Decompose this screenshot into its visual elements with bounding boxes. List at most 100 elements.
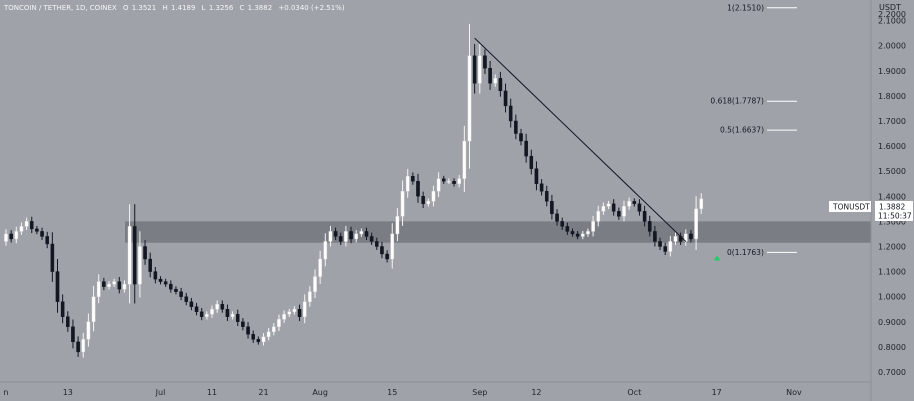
candle-body [261, 336, 266, 343]
candle-115 [591, 215, 595, 237]
price-axis-tick-label: 1.3000 [878, 217, 906, 226]
symbol-tag-label: TONUSDT [832, 203, 870, 212]
bounce-arrow-icon [713, 255, 721, 261]
candle-body [81, 339, 86, 353]
candle-49 [251, 330, 256, 343]
candle-body [302, 301, 307, 317]
candle-body [581, 233, 585, 237]
candle-body [174, 288, 178, 292]
candle-42 [215, 300, 219, 313]
candle-body [441, 178, 446, 182]
candle-body [544, 191, 549, 202]
candle-body [112, 281, 116, 285]
candle-73 [375, 237, 379, 250]
fib-level-label: 0(1.1763) [727, 248, 764, 257]
candle-body [462, 140, 467, 179]
candle-body [431, 191, 436, 202]
candle-19 [96, 274, 101, 304]
candle-body [611, 203, 616, 212]
candle-body [91, 296, 96, 322]
symbol-legend[interactable]: TONCOIN / TETHER, 1D, COINEX O 1.3521 H … [3, 4, 345, 12]
candle-131 [673, 232, 678, 245]
candle-11 [55, 259, 60, 313]
candle-body [411, 175, 415, 182]
candle-body [76, 341, 80, 353]
ohlc-close-label: C [240, 4, 245, 12]
candle-135 [694, 196, 698, 250]
candle-body [400, 191, 405, 217]
candle-body [230, 314, 235, 317]
descending-trendline[interactable] [474, 37, 687, 242]
candle-body [354, 233, 359, 240]
candle-126 [647, 215, 652, 237]
price-axis-tick-label: 0.8000 [878, 343, 906, 352]
candle-body [668, 241, 673, 252]
candle-91 [467, 23, 472, 169]
candle-body [24, 221, 29, 227]
candle-8 [40, 227, 44, 240]
candle-body [617, 211, 621, 217]
candle-body [637, 203, 642, 212]
candle-body [596, 211, 601, 222]
candle-body [246, 326, 250, 335]
candle-81 [416, 173, 420, 203]
candle-body [338, 236, 343, 242]
candle-54 [277, 314, 281, 332]
candle-98 [503, 83, 508, 113]
candle-body [426, 201, 431, 205]
candle-76 [390, 223, 395, 269]
candle-body [45, 236, 49, 245]
current-price-tag[interactable]: TONUSDT 1.3882 11:50:37 [829, 201, 913, 221]
candle-106 [544, 185, 549, 207]
price-axis-tick-label: 2.2000 [878, 10, 906, 19]
candle-body [277, 319, 281, 327]
candle-33 [168, 280, 173, 293]
candle-body [689, 233, 693, 240]
candle-body [65, 316, 70, 327]
time-axis-tick-label: n [3, 388, 8, 397]
ohlc-open-value: 1.3521 [132, 4, 157, 12]
candle-112 [575, 231, 580, 240]
candle-body [86, 321, 91, 340]
candle-body [127, 226, 132, 285]
candle-116 [596, 205, 601, 227]
candle-body [29, 221, 34, 230]
candle-105 [539, 179, 544, 196]
price-axis-tick-label: 2.1000 [878, 17, 906, 26]
price-tag-box [875, 201, 913, 221]
price-axis-tick-label: 1.5000 [878, 167, 906, 176]
candle-body [143, 246, 147, 260]
price-axis-tick-label: 1.6000 [878, 142, 906, 151]
candle-body [205, 314, 209, 317]
candle-body [570, 231, 575, 235]
candle-body [663, 246, 667, 252]
candle-body [503, 90, 508, 107]
candle-38 [194, 302, 199, 316]
candle-71 [364, 227, 369, 240]
fibonacci-levels: 1(2.1510) 0.618(1.7787) 0.5(1.6637) 0(1.176… [710, 3, 797, 257]
price-tag-countdown: 11:50:37 [878, 212, 912, 221]
price-axis-tick-label: 2.0000 [878, 42, 906, 51]
time-axis-tick-label: Jul [155, 388, 166, 397]
candle-35 [179, 287, 183, 301]
candle-80 [411, 172, 415, 185]
candle-31 [158, 276, 163, 285]
candle-84 [431, 185, 436, 207]
candle-32 [163, 278, 168, 287]
candle-67 [344, 225, 348, 247]
candle-body [349, 231, 353, 240]
candle-51 [261, 333, 266, 346]
candle-body [508, 105, 513, 122]
candle-body [189, 301, 194, 307]
candle-body [220, 304, 225, 310]
candle-body [483, 55, 487, 69]
candle-5 [24, 217, 29, 230]
candle-111 [570, 228, 575, 237]
candle-body [96, 281, 101, 297]
candle-36 [184, 292, 189, 306]
candle-83 [426, 198, 431, 207]
candle-body [168, 283, 173, 290]
candle-body [647, 221, 652, 232]
candle-57 [292, 306, 297, 315]
